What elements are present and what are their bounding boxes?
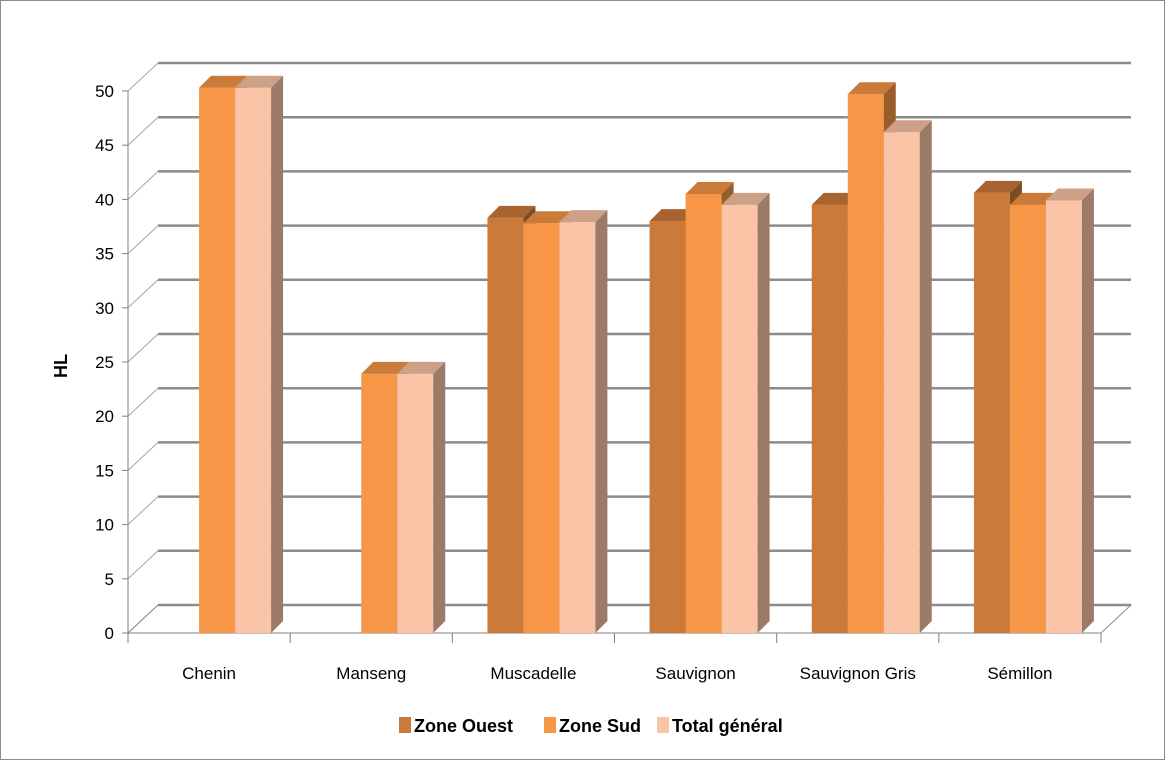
bar-front — [235, 87, 272, 634]
y-tick-label: 20 — [95, 407, 114, 426]
legend-label: Total général — [672, 716, 783, 736]
y-tick-label: 35 — [95, 245, 114, 264]
bar-top — [199, 75, 248, 88]
bar-front — [361, 373, 398, 633]
gridline-depth — [127, 550, 159, 580]
x-tick-label: Sauvignon Gris — [800, 664, 916, 683]
bar-top — [487, 205, 536, 218]
bar — [1045, 188, 1094, 633]
legend-label: Zone Ouest — [414, 716, 513, 736]
y-tick-label: 25 — [95, 353, 114, 372]
legend-swatch — [657, 717, 669, 733]
x-tick-label: Chenin — [182, 664, 236, 683]
x-tick-label: Manseng — [336, 664, 406, 683]
bar-front — [811, 204, 848, 633]
labels: 0 5 10 15 20 25 30 35 40 45 50 Chenin Manseng Muscade… — [95, 82, 1052, 683]
y-tick-label: 15 — [95, 461, 114, 480]
bar-front — [847, 94, 884, 633]
bar-front — [649, 221, 686, 633]
bar — [883, 120, 932, 633]
bar-top — [973, 180, 1022, 193]
y-tick-label: 50 — [95, 82, 114, 101]
bar-front — [397, 373, 434, 633]
bar-front — [883, 132, 920, 633]
bars — [199, 75, 1094, 634]
bar-side — [595, 210, 608, 633]
y-tick-label: 0 — [105, 624, 114, 643]
y-tick-label: 10 — [95, 516, 114, 535]
gridline-depth — [127, 62, 159, 92]
bar-side — [1081, 188, 1094, 633]
gridline-depth — [127, 171, 159, 200]
bar-side — [919, 120, 932, 633]
bar-top — [685, 181, 734, 194]
bar-top — [235, 75, 284, 88]
y-tick-label: 40 — [95, 190, 114, 209]
y-tick-label: 30 — [95, 299, 114, 318]
gridline-depth — [127, 116, 159, 146]
bar-front — [559, 222, 596, 633]
legend-item: Total général — [657, 716, 783, 736]
bar — [235, 75, 284, 634]
gridline-depth — [127, 279, 159, 309]
bar — [721, 192, 770, 633]
bar-front — [523, 223, 560, 634]
legend-label: Zone Sud — [559, 716, 641, 736]
gridline-depth — [127, 387, 159, 417]
bar-side — [757, 192, 770, 633]
bar-top — [361, 361, 410, 374]
legend-swatch — [399, 717, 411, 733]
y-tick-label: 5 — [105, 570, 114, 589]
bar — [685, 181, 734, 634]
bar-front — [721, 204, 758, 633]
gridline-depth — [127, 333, 159, 363]
bar-top — [1045, 188, 1094, 201]
bar — [559, 210, 608, 633]
bar-front — [973, 192, 1010, 633]
bar-front — [1045, 200, 1082, 633]
bar-front — [199, 87, 236, 634]
legend-item: Zone Ouest — [399, 716, 513, 736]
bar-front — [487, 217, 524, 633]
gridline-depth — [127, 496, 159, 525]
bar-top — [559, 210, 608, 223]
bar-front — [685, 193, 722, 634]
legend-swatch — [544, 717, 556, 733]
bar-side — [271, 75, 284, 634]
y-axis-title: HL — [51, 354, 71, 378]
bar — [199, 75, 248, 634]
bar — [397, 361, 446, 633]
gridline-depth — [127, 442, 159, 471]
bar-top — [397, 361, 446, 374]
legend-item: Zone Sud — [544, 716, 641, 736]
legend: Zone Ouest Zone Sud Total général — [399, 716, 783, 736]
bar-top — [721, 192, 770, 205]
x-tick-label: Muscadelle — [490, 664, 576, 683]
x-tick-label: Sémillon — [987, 664, 1052, 683]
y-tick-label: 45 — [95, 136, 114, 155]
bar-top — [883, 120, 932, 133]
bar-side — [433, 361, 446, 633]
bar-top — [523, 211, 572, 224]
gridline-depth — [127, 225, 159, 254]
bar-front — [1009, 204, 1046, 633]
axes — [122, 90, 1102, 643]
bar-top — [847, 82, 896, 95]
x-tick-label: Sauvignon — [655, 664, 735, 683]
